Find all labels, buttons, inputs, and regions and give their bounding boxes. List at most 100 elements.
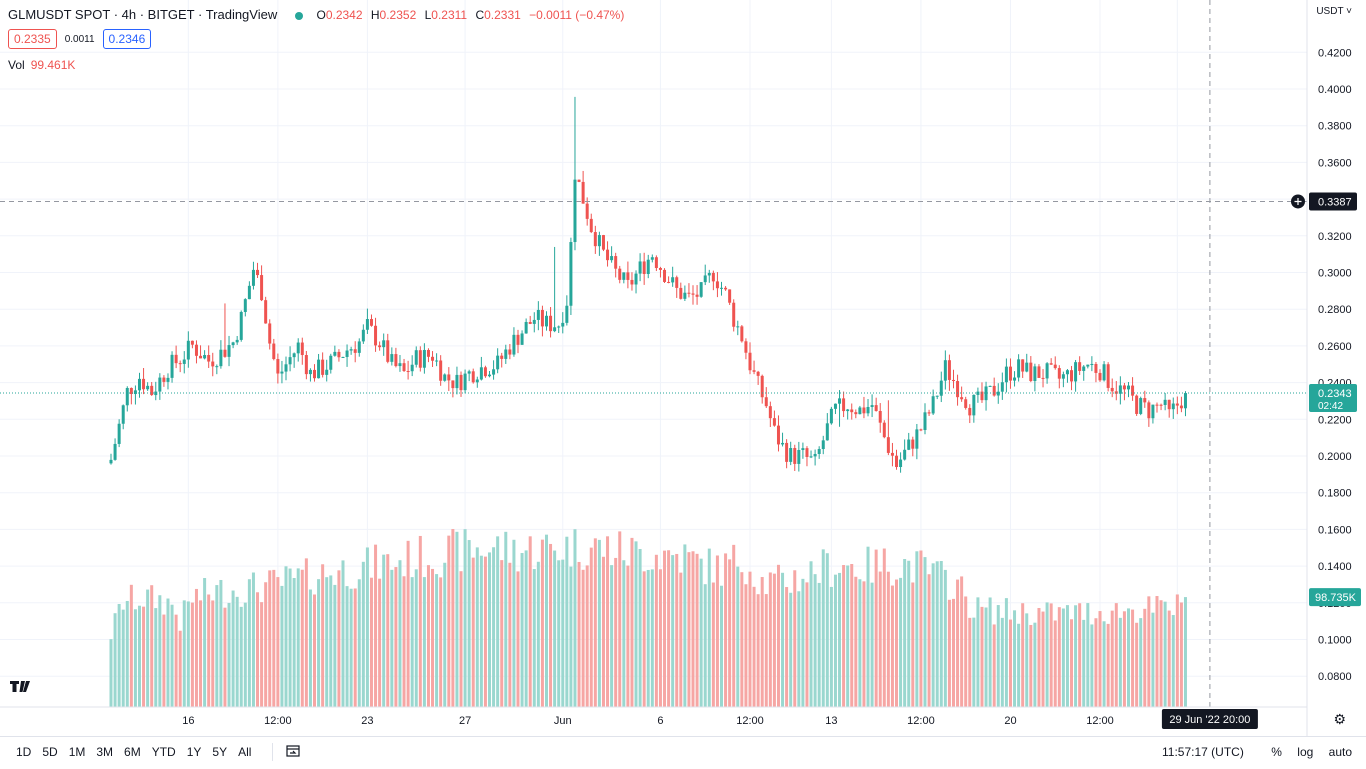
auto-scale-button[interactable]: auto [1329,745,1352,759]
candle-up [598,235,601,246]
candle-down [879,411,882,423]
candle-down [659,268,662,270]
time-axis[interactable]: 1612:002327Jun612:001312:002012:0027529 … [0,707,1366,729]
candle-up [639,261,642,273]
bid-button[interactable]: 0.2335 [8,29,57,49]
volume-bar [753,587,756,707]
currency-selector[interactable]: USDT ˅ [1316,6,1352,17]
volume-bar [256,592,259,707]
volume-bar [390,570,393,707]
candle-up [1119,385,1122,393]
range-5y[interactable]: 5Y [212,745,227,759]
range-all[interactable]: All [238,745,251,759]
range-ytd[interactable]: YTD [152,745,176,759]
symbol-title[interactable]: GLMUSDT SPOT · 4h · BITGET · TradingView [8,7,277,22]
volume-bar [618,531,621,707]
settings-gear-icon[interactable]: ⚙ [1333,711,1346,728]
volume-bar [110,639,113,707]
candle-down [1147,402,1150,418]
candle-down [1058,368,1061,379]
volume-bar [166,599,169,707]
candle-down [891,453,894,456]
volume-bar [488,552,491,707]
volume-bar [1103,621,1106,707]
volume-bar [724,553,727,707]
candle-up [468,371,471,373]
volume-bar [398,560,401,707]
percent-scale-button[interactable]: % [1271,745,1282,759]
ask-button[interactable]: 0.2346 [103,29,152,49]
candle-up [647,260,650,274]
volume-bar [1168,611,1171,707]
candle-down [716,281,719,288]
volume-bar [126,601,129,707]
candle-up [398,363,401,366]
volume-bar [907,561,910,707]
volume-bar [386,554,389,707]
candle-down [431,357,434,361]
candle-up [810,456,813,457]
candle-down [1143,398,1146,402]
price-tick-label: 0.4200 [1318,47,1352,59]
candle-down [614,256,617,269]
price-axis[interactable]: 0.42000.40000.38000.36000.34000.32000.30… [1291,0,1361,736]
volume-bar [118,604,121,707]
volume-bar [1139,618,1142,707]
candle-down [211,362,214,367]
volume-bar [952,599,955,707]
volume-bar [911,582,914,707]
candle-up [293,353,296,357]
range-5d[interactable]: 5D [42,745,57,759]
candle-up [818,449,821,454]
candle-down [887,437,890,453]
volume-bar [280,586,283,707]
volume-bar [667,550,670,707]
volume-bar [793,570,796,707]
range-6m[interactable]: 6M [124,745,141,759]
volume-bar [704,584,707,707]
chevron-down-icon: ˅ [1346,6,1352,17]
candle-up [671,277,674,282]
candle-up [1127,386,1130,390]
tradingview-logo-icon[interactable] [8,678,38,698]
volume-bar [199,600,202,707]
range-buttons: 1D 5D 1M 3M 6M YTD 1Y 5Y All [16,745,262,759]
candle-up [903,450,906,460]
volume-bar [549,544,552,707]
volume-bar [557,560,560,707]
candle-down [337,352,340,357]
volume-bar [1042,612,1045,707]
candle-up [537,310,540,320]
volume-bar [761,577,764,707]
range-1d[interactable]: 1D [16,745,31,759]
volume-bar [1111,611,1114,707]
range-1y[interactable]: 1Y [187,745,202,759]
candle-down [386,340,389,362]
volume-bar [435,574,438,707]
candle-down [724,288,727,290]
volume-bar [582,570,585,707]
volume-bar [675,554,678,707]
volume-bar [248,579,251,707]
volume-bar [936,561,939,707]
volume-bar [932,563,935,707]
candle-down [757,372,760,376]
candle-up [203,355,206,358]
volume-bar [403,576,406,707]
utc-clock[interactable]: 11:57:17 (UTC) [1162,745,1244,759]
candle-down [748,353,751,371]
volume-bar [573,529,576,707]
candle-up [138,379,141,390]
volume-bar [325,577,328,707]
volume-bar [341,560,344,707]
volume-bar [899,578,902,707]
goto-date-icon[interactable] [286,745,300,757]
log-scale-button[interactable]: log [1297,745,1313,759]
range-1m[interactable]: 1M [69,745,86,759]
candle-up [1074,362,1077,381]
range-3m[interactable]: 3M [96,745,113,759]
volume-bars [110,529,1187,707]
candle-down [968,408,971,415]
